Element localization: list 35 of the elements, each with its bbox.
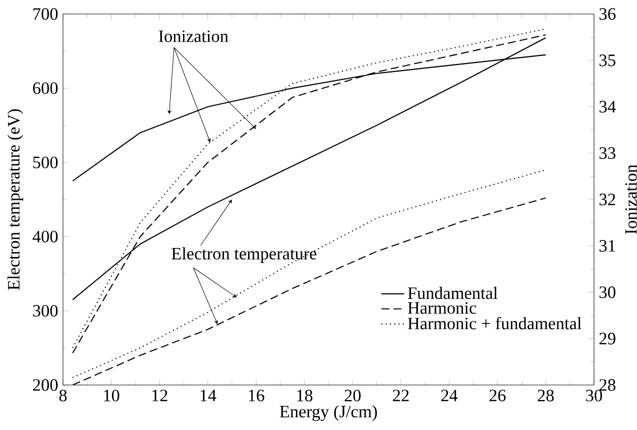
x-tick-label: 8	[59, 390, 67, 402]
y-axis-title: Electron temperature (eV)	[7, 109, 24, 290]
y2-tick-label: 31	[600, 240, 616, 252]
y-tick-label: 300	[33, 304, 58, 317]
x-tick-label: 22	[392, 390, 409, 402]
x-tick-label: 20	[344, 390, 361, 402]
legend-label: Harmonic	[408, 302, 476, 314]
x-axis-title: Energy (J/cm)	[280, 405, 377, 421]
x-tick-label: 18	[297, 390, 312, 402]
y2-tick-label: 28	[599, 379, 616, 391]
x-tick-label: 30	[586, 390, 602, 402]
legend-label: Fundamental	[408, 286, 498, 299]
legend-label: Harmonic + fundamental	[408, 316, 582, 330]
y-tick-label: 400	[32, 230, 58, 242]
annotation: Ionization	[158, 30, 228, 42]
y2-tick-label: 32	[600, 194, 616, 206]
x-tick-label: 24	[441, 390, 458, 402]
y2-tick-label: 30	[600, 286, 616, 298]
y2-axis-title: Ionization	[625, 164, 637, 234]
y-tick-label: 200	[33, 379, 58, 391]
y-tick-label: 500	[33, 156, 58, 168]
x-tick-label: 26	[490, 390, 506, 402]
annotation: Electron temperature	[172, 247, 316, 264]
y2-tick-label: 29	[599, 332, 616, 344]
x-tick-label: 28	[538, 390, 554, 402]
y-tick-label: 600	[33, 82, 58, 94]
y2-tick-label: 36	[600, 8, 616, 20]
x-tick-label: 10	[104, 390, 120, 402]
x-tick-label: 16	[248, 390, 264, 402]
y2-tick-label: 34	[600, 100, 616, 113]
y2-tick-label: 33	[600, 147, 616, 159]
x-tick-label: 14	[200, 390, 216, 402]
y-tick-label: 700	[33, 8, 58, 20]
y2-tick-label: 35	[600, 54, 616, 66]
x-tick-label: 12	[152, 390, 168, 402]
